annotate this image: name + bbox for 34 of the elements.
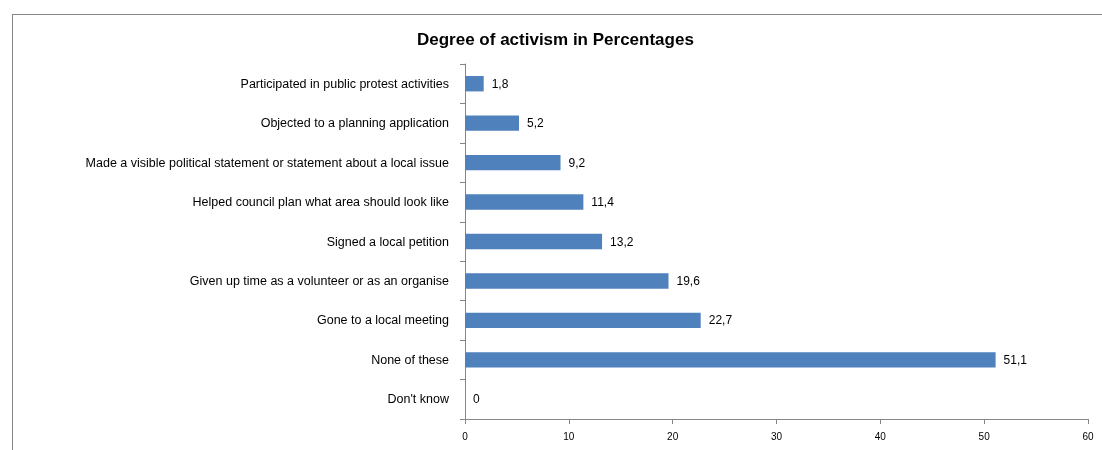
data-label: 9,2 — [568, 155, 586, 170]
y-tick-label: Gone to a local meeting — [316, 313, 450, 328]
y-tick-label: Participated in public protest activities — [240, 76, 449, 91]
data-label: 5,2 — [526, 116, 544, 131]
x-tick-label: 60 — [1082, 430, 1094, 442]
data-label: 51,1 — [1003, 352, 1028, 367]
y-tick-label: Signed a local petition — [326, 234, 450, 249]
x-tick-label: 20 — [667, 430, 679, 442]
chart-title: Degree of activism in Percentages — [417, 30, 694, 49]
bar — [465, 76, 484, 92]
bar — [465, 312, 701, 329]
data-label: 13,2 — [610, 234, 634, 249]
data-label: 1,8 — [491, 76, 509, 91]
data-label: 22,7 — [708, 313, 733, 328]
x-tick-label: 50 — [978, 430, 991, 442]
bar — [465, 233, 603, 250]
y-tick-label: Helped council plan what area should look like — [192, 195, 450, 210]
y-tick-label: Objected to a planning application — [260, 116, 450, 131]
x-tick-label: 0 — [462, 430, 469, 442]
y-tick-label: Given up time as a volunteer or as an organise — [189, 273, 450, 288]
x-tick-label: 30 — [770, 430, 783, 442]
y-tick-label: Made a visible political statement or statement about a local issue — [85, 155, 450, 170]
y-tick-label: None of these — [371, 352, 450, 367]
bar — [465, 194, 584, 210]
bar — [465, 273, 669, 289]
x-tick-label: 10 — [563, 430, 575, 442]
data-label: 19,6 — [676, 273, 701, 288]
bar — [465, 154, 561, 171]
bar — [465, 352, 996, 368]
x-tick-label: 40 — [874, 430, 887, 442]
data-label: 11,4 — [591, 195, 615, 210]
data-label: 0 — [473, 392, 480, 407]
bar — [465, 115, 519, 131]
y-tick-label: Don't know — [387, 392, 450, 407]
